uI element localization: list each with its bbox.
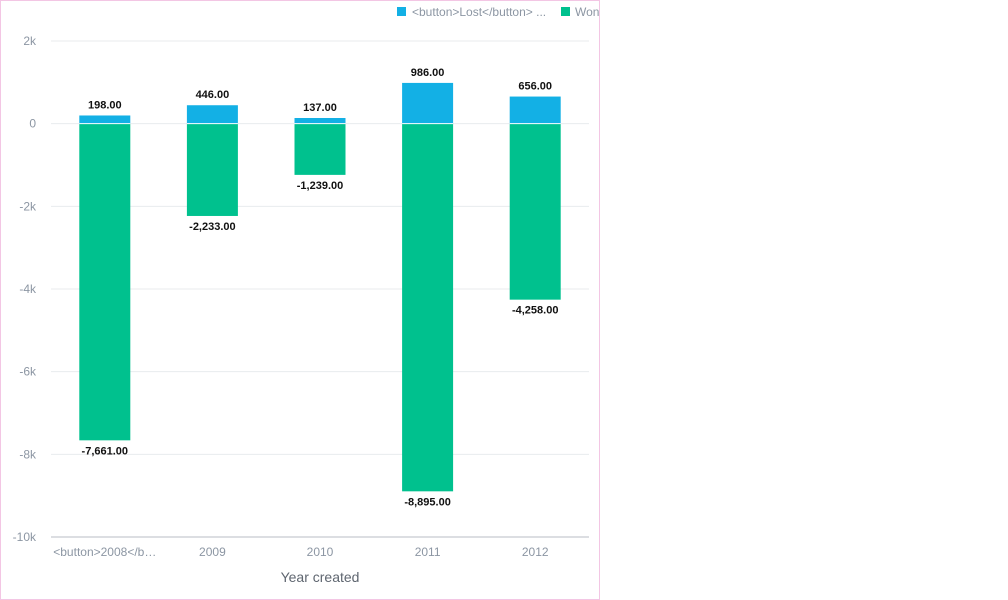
y-tick-label: 0 [29,117,36,131]
bar-won-2011[interactable] [402,123,454,492]
bar-lost-2008[interactable] [79,115,131,124]
x-tick-label: 2012 [522,545,549,559]
grid-lines [51,40,589,455]
data-label: -4,258.00 [512,305,558,317]
bar-won-2009[interactable] [186,123,238,216]
data-label: -8,895.00 [404,496,450,508]
data-label: 198.00 [88,99,122,111]
chart-frame: 198.00 446.00 137.00 986.00 656.00 -7,661.00 -… [0,0,600,600]
bar-lost-2009[interactable] [186,105,238,124]
bars [79,82,561,492]
legend: <button>Lost</button> ... Won [397,5,599,19]
legend-item-label[interactable]: Won [575,5,599,19]
bar-lost-2010[interactable] [294,118,346,124]
data-label: -1,239.00 [297,180,343,192]
data-label: 137.00 [303,102,337,114]
y-tick-label: 2k [23,34,37,48]
x-tick-label: 2009 [199,545,226,559]
y-tick-label: -10k [13,530,37,544]
bar-lost-2012[interactable] [509,96,561,124]
bar-won-2008[interactable] [79,123,131,441]
y-tick-label: -4k [19,282,37,296]
stacked-bar-chart: 198.00 446.00 137.00 986.00 656.00 -7,661.00 -… [13,5,599,585]
y-tick-label: -6k [19,365,37,379]
bar-won-2010[interactable] [294,123,346,175]
legend-swatch[interactable] [561,7,570,16]
x-axis-title: Year created [281,569,360,585]
data-label: 986.00 [411,67,445,79]
axes: 2k 0 -2k -4k -6k -8k -10k <button>2008</b… 2009 2… [13,34,589,559]
data-label: -7,661.00 [82,445,128,457]
bar-lost-2011[interactable] [402,82,454,124]
legend-item-label[interactable]: <button>Lost</button> ... [412,5,546,19]
x-tick-label: <button>2008</b… [53,545,156,559]
x-tick-label: 2011 [415,545,441,559]
data-label: -2,233.00 [189,221,235,233]
bar-won-2012[interactable] [509,123,561,300]
y-tick-label: -8k [19,447,37,461]
legend-swatch[interactable] [397,7,406,16]
data-labels: 198.00 446.00 137.00 986.00 656.00 -7,661.00 -… [82,67,559,508]
y-tick-label: -2k [19,199,37,213]
x-tick-label: 2010 [307,545,334,559]
data-label: 446.00 [196,89,230,101]
data-label: 656.00 [518,81,552,93]
